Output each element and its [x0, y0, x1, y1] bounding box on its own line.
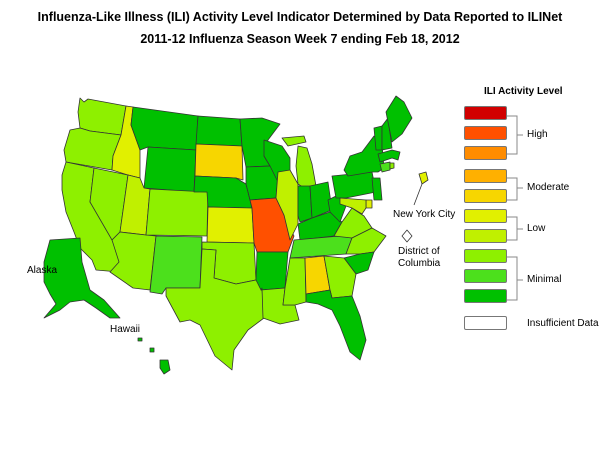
- state-tennessee: [289, 235, 353, 259]
- legend-swatch-level-1: [464, 289, 507, 303]
- state-new-hampshire: [381, 117, 393, 151]
- nyc-label: New York City: [393, 209, 456, 220]
- legend-moderate-label: Moderate: [527, 182, 570, 193]
- nyc-leader-line: [413, 183, 423, 206]
- map-subtitle: 2011-12 Influenza Season Week 7 ending F…: [140, 32, 460, 46]
- state-maine: [385, 95, 413, 143]
- state-connecticut: [379, 161, 391, 173]
- state-colorado: [145, 188, 209, 237]
- state-massachusetts: [377, 149, 401, 163]
- legend-swatch-level-9: [464, 126, 507, 140]
- state-illinois: [275, 169, 299, 241]
- state-north-dakota: [195, 115, 243, 147]
- state-alaska: [43, 237, 121, 319]
- state-district-of-columbia: [401, 229, 413, 243]
- state-rhode-island: [389, 162, 395, 170]
- legend-minimal-label: Minimal: [527, 274, 562, 285]
- state-florida: [305, 289, 367, 361]
- hawaii-label: Hawaii: [110, 324, 141, 335]
- legend-swatch-level-7: [464, 169, 507, 183]
- legend-low-label: Low: [527, 223, 546, 234]
- state-pennsylvania: [331, 171, 377, 199]
- state-new-jersey: [371, 177, 383, 201]
- legend-swatch-level-10: [464, 106, 507, 120]
- state-arkansas: [255, 251, 289, 291]
- state-hawaii: [137, 337, 171, 375]
- dc-label: District of Columbia: [398, 246, 441, 269]
- state-south-dakota: [194, 143, 244, 181]
- legend-swatch-level-5: [464, 209, 507, 223]
- state-wyoming: [143, 146, 197, 193]
- legend-high-label: High: [527, 129, 548, 140]
- state-texas: [165, 248, 265, 371]
- state-indiana: [297, 185, 313, 223]
- legend-swatch-level-4: [464, 229, 507, 243]
- legend-swatch-level-0: [464, 316, 507, 330]
- state-delaware: [365, 199, 373, 209]
- state-maryland: [339, 197, 367, 215]
- legend-swatch-level-2: [464, 269, 507, 283]
- state-new-mexico: [149, 235, 203, 295]
- legend-insufficient-label: Insufficient Data: [527, 318, 599, 329]
- legend-swatch-level-8: [464, 146, 507, 160]
- legend-swatch-level-3: [464, 249, 507, 263]
- state-montana: [130, 106, 199, 151]
- legend-title: ILI Activity Level: [484, 86, 563, 97]
- state-new-york-city: [418, 171, 429, 185]
- state-kansas: [206, 206, 255, 244]
- alaska-label: Alaska: [27, 265, 58, 276]
- map-title: Influenza-Like Illness (ILI) Activity Le…: [37, 10, 563, 24]
- legend-swatch-level-6: [464, 189, 507, 203]
